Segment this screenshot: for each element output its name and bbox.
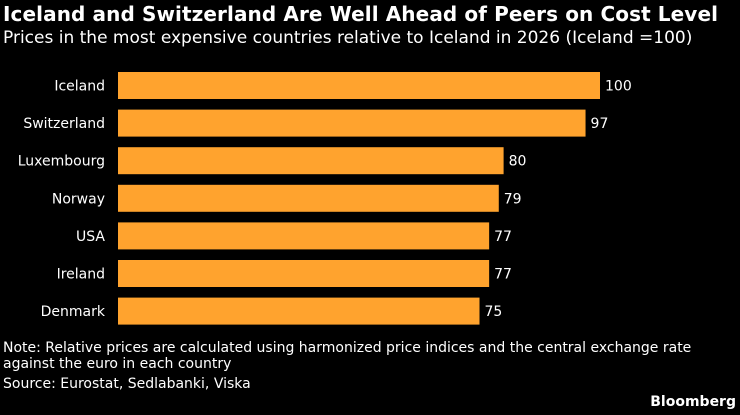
- bar-group: Switzerland 97: [23, 109, 609, 137]
- bar: [118, 109, 586, 137]
- bar-group: Denmark 75: [41, 297, 503, 325]
- category-label: Denmark: [41, 304, 106, 320]
- bar-group: Luxembourg 80: [18, 147, 527, 175]
- chart-subtitle: Prices in the most expensive countries r…: [3, 28, 693, 48]
- category-label: Switzerland: [23, 116, 105, 132]
- chart-title: Iceland and Switzerland Are Well Ahead o…: [3, 2, 719, 26]
- value-label: 77: [494, 267, 512, 283]
- bar: [118, 72, 600, 99]
- bar-group: Iceland 100: [54, 72, 632, 99]
- bar-group: USA 77: [76, 222, 512, 250]
- chart-source: Source: Eurostat, Sedlabanki, Viska: [3, 376, 251, 392]
- bar: [118, 222, 490, 250]
- bloomberg-logo: Bloomberg: [650, 394, 736, 410]
- value-label: 77: [494, 229, 512, 245]
- bar: [118, 260, 490, 287]
- category-label: Luxembourg: [18, 154, 105, 170]
- value-label: 80: [509, 154, 527, 170]
- bar-group: Ireland 77: [57, 260, 512, 287]
- category-label: Iceland: [54, 79, 105, 95]
- bar: [118, 147, 504, 175]
- chart-note: Note: Relative prices are calculated usi…: [3, 340, 692, 372]
- bar: [118, 184, 499, 212]
- value-label: 97: [591, 116, 609, 132]
- bar: [118, 297, 480, 325]
- bar-chart: Iceland 100 Switzerland 97 Luxembourg 80 Norwa…: [18, 72, 632, 325]
- category-label: USA: [76, 229, 105, 245]
- value-label: 75: [485, 304, 503, 320]
- category-label: Norway: [52, 191, 105, 207]
- category-label: Ireland: [57, 267, 105, 283]
- bar-group: Norway 79: [52, 184, 522, 212]
- value-label: 79: [504, 191, 522, 207]
- value-label: 100: [605, 79, 632, 95]
